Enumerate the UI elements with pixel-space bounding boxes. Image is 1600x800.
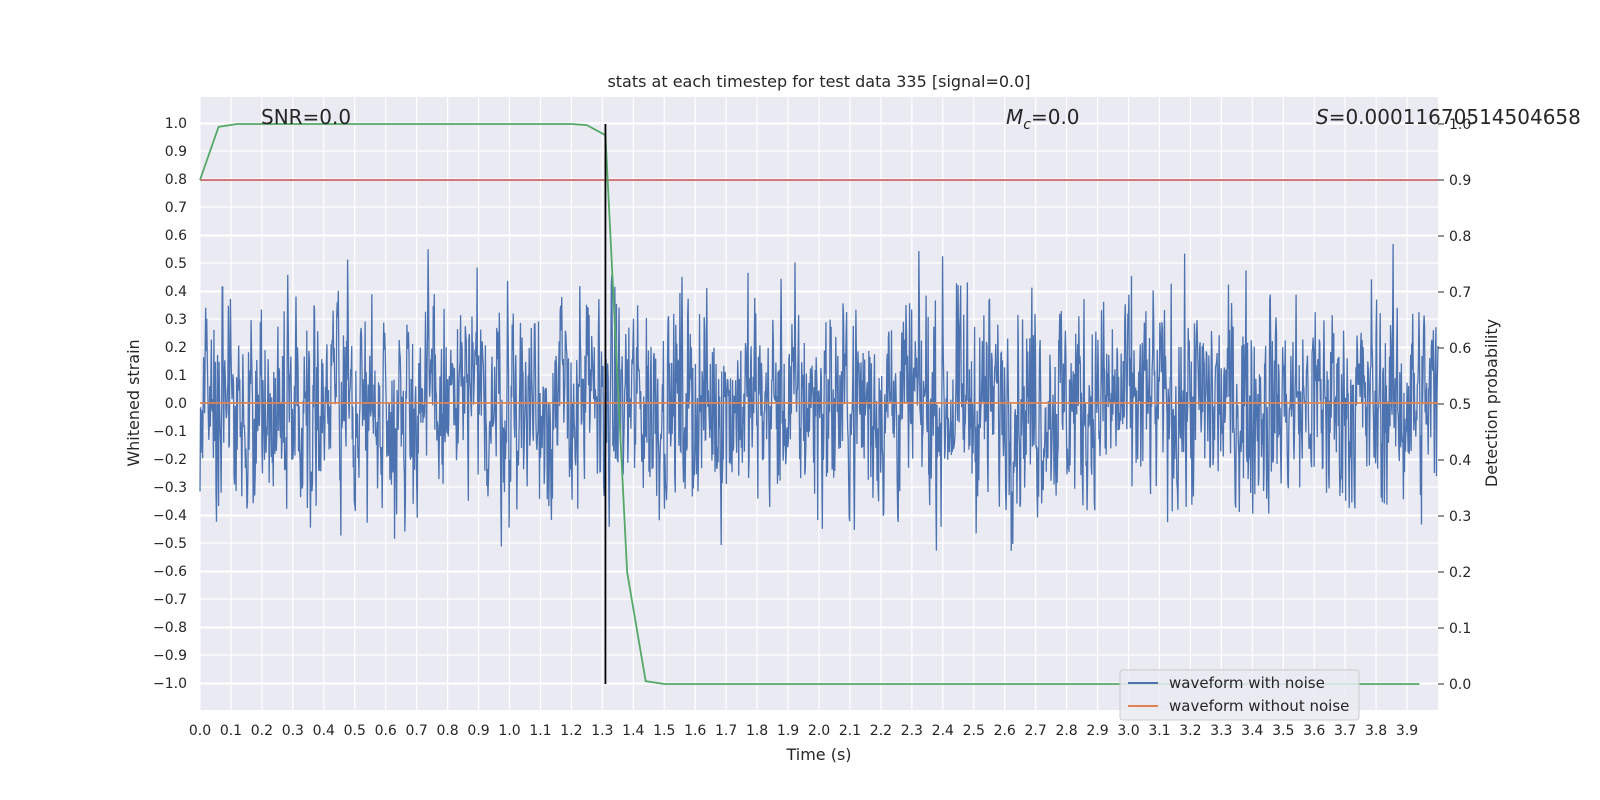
y2-tick-label: 0.0: [1449, 677, 1471, 693]
y-tick-label: 0.6: [165, 228, 187, 244]
mc-annotation: Mc=0.0: [1006, 105, 1080, 133]
snr-annotation: SNR=0.0: [261, 105, 351, 129]
legend-label-waveform-with-noise: waveform with noise: [1169, 674, 1325, 692]
x-tick-label: 3.6: [1303, 723, 1325, 739]
x-tick-label: 1.8: [746, 723, 768, 739]
x-tick-label: 3.2: [1179, 723, 1201, 739]
y-tick-label: 0.1: [165, 368, 187, 384]
y-tick-label: 0.7: [165, 200, 187, 216]
y-tick-label: −0.4: [153, 508, 187, 524]
y2-tick-label: 0.4: [1449, 453, 1471, 469]
y-tick-label: 0.9: [165, 144, 187, 160]
x-tick-label: 3.0: [1117, 723, 1139, 739]
x-tick-label: 0.3: [282, 723, 304, 739]
series-lines: [199, 123, 1438, 685]
y2-tick-label: 0.9: [1449, 173, 1471, 189]
x-tick-label: 0.0: [189, 723, 211, 739]
y-tick-label: 0.0: [165, 396, 187, 412]
s-symbol: S: [1316, 105, 1329, 129]
x-tick-label: 1.5: [653, 723, 675, 739]
series-waveform-with-noise: [199, 243, 1439, 551]
y-tick-label: −1.0: [153, 676, 187, 692]
x-tick-label: 2.8: [1055, 723, 1077, 739]
x-tick-label: 1.1: [529, 723, 551, 739]
line-detection-probability: [199, 123, 1420, 685]
y-axis-label: Whitened strain: [124, 339, 143, 466]
y2-axis-ticks: 1.0 0.9 0.8 0.7 0.6 0.5 0.4 0.3 0.2 0.1 0.0: [1438, 117, 1471, 693]
y-tick-label: 0.2: [165, 340, 187, 356]
y-tick-label: −0.8: [153, 620, 187, 636]
y-tick-label: −0.2: [153, 452, 187, 468]
x-tick-label: 1.0: [498, 723, 520, 739]
y2-axis-label: Detection probability: [1482, 319, 1501, 487]
x-tick-label: 3.3: [1210, 723, 1232, 739]
legend-box: [1119, 669, 1360, 721]
y-tick-label: −0.3: [153, 480, 187, 496]
y2-tick-label: 0.6: [1449, 341, 1471, 357]
mc-symbol: M: [1006, 105, 1023, 129]
x-tick-label: 0.6: [375, 723, 397, 739]
line-waveform-with-noise: [199, 243, 1439, 551]
x-tick-label: 3.8: [1365, 723, 1387, 739]
mc-value: =0.0: [1031, 105, 1080, 129]
x-tick-label: 1.3: [591, 723, 613, 739]
y-tick-label: 0.5: [165, 256, 187, 272]
x-tick-label: 2.0: [808, 723, 830, 739]
x-tick-label: 3.5: [1272, 723, 1294, 739]
y-tick-label: −0.7: [153, 592, 187, 608]
x-tick-label: 1.7: [715, 723, 737, 739]
x-tick-label: 1.4: [622, 723, 644, 739]
s-annotation: S=0.00011670514504658: [1316, 105, 1581, 129]
x-tick-label: 2.3: [901, 723, 923, 739]
x-tick-label: 2.2: [870, 723, 892, 739]
x-axis-label: Time (s): [785, 745, 851, 764]
x-tick-label: 1.6: [684, 723, 706, 739]
y-tick-label: −0.9: [153, 648, 187, 664]
x-tick-label: 2.9: [1086, 723, 1108, 739]
s-value: =0.00011670514504658: [1329, 105, 1581, 129]
x-tick-label: 0.4: [313, 723, 335, 739]
x-tick-label: 2.5: [963, 723, 985, 739]
y-tick-label: −0.1: [153, 424, 187, 440]
x-tick-label: 2.6: [994, 723, 1016, 739]
x-tick-label: 0.1: [220, 723, 242, 739]
y-tick-label: 1.0: [165, 116, 187, 132]
y-tick-label: 0.8: [165, 172, 187, 188]
x-tick-label: 2.1: [839, 723, 861, 739]
x-tick-label: 3.9: [1396, 723, 1418, 739]
y2-tick-label: 0.8: [1449, 229, 1471, 245]
y2-tick-label: 0.7: [1449, 285, 1471, 301]
x-tick-label: 0.9: [467, 723, 489, 739]
y-tick-label: −0.5: [153, 536, 187, 552]
x-tick-label: 0.7: [406, 723, 428, 739]
y2-tick-label: 0.3: [1449, 509, 1471, 525]
x-tick-label: 0.8: [436, 723, 458, 739]
y-tick-label: 0.4: [165, 284, 187, 300]
x-tick-label: 0.2: [251, 723, 273, 739]
x-tick-label: 0.5: [344, 723, 366, 739]
x-tick-label: 2.7: [1025, 723, 1047, 739]
y-tick-label: 0.3: [165, 312, 187, 328]
x-tick-label: 2.4: [932, 723, 954, 739]
x-axis-ticks: 0.0 0.1 0.2 0.3 0.4 0.5 0.6 0.7 0.8 0.9 1.0 1.1 1.2 1…: [189, 723, 1418, 739]
x-tick-label: 1.9: [777, 723, 799, 739]
x-tick-label: 3.1: [1148, 723, 1170, 739]
y2-tick-label: 0.2: [1449, 565, 1471, 581]
x-tick-label: 3.4: [1241, 723, 1263, 739]
y2-tick-label: 0.1: [1449, 621, 1471, 637]
chart-title: stats at each timestep for test data 335…: [607, 72, 1030, 91]
mc-subscript: c: [1023, 117, 1031, 133]
y2-tick-label: 1.0: [1449, 117, 1471, 133]
y-axis-ticks: 1.0 0.9 0.8 0.7 0.6 0.5 0.4 0.3 0.2 0.1 0.0 −0.1 −0.…: [153, 116, 187, 692]
x-tick-label: 3.7: [1334, 723, 1356, 739]
legend-label-waveform-without-noise: waveform without noise: [1169, 697, 1349, 715]
legend: waveform with noise waveform without noi…: [1119, 669, 1360, 721]
y2-tick-label: 0.5: [1449, 397, 1471, 413]
x-tick-label: 1.2: [560, 723, 582, 739]
y-tick-label: −0.6: [153, 564, 187, 580]
